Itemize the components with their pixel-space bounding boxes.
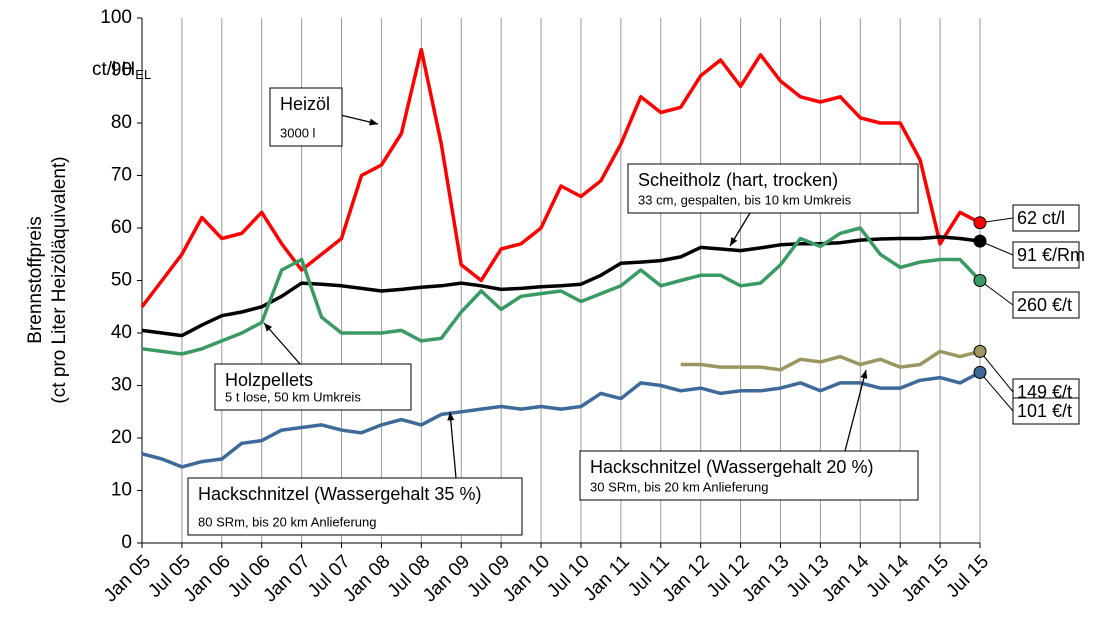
- y-tick-label: 80: [111, 112, 132, 133]
- end-label-box: [1012, 291, 1080, 319]
- unit-text: ct/l H: [92, 59, 135, 80]
- series-label-box: [187, 477, 523, 536]
- y-tick-label: 30: [111, 375, 132, 396]
- arrow-head: [860, 370, 868, 379]
- y-tick-label: 10: [111, 480, 132, 501]
- y-tick-label: 100: [100, 7, 132, 28]
- end-label: 62 ct/l: [1017, 208, 1065, 228]
- y-tick-label: 70: [111, 165, 132, 186]
- arrow-head: [447, 412, 455, 421]
- end-connector: [979, 372, 1014, 412]
- end-label-box: [1012, 397, 1080, 425]
- series-name: Scheitholz (hart, trocken): [638, 170, 838, 190]
- y-axis-label: Brennstoffpreis (ct pro Liter Heizöläqui…: [25, 156, 70, 403]
- series-note: 30 SRm, bis 20 km Anlieferung: [590, 479, 768, 494]
- arrow-head: [264, 323, 273, 332]
- end-label-box: [1012, 204, 1080, 232]
- arrow-head: [369, 118, 378, 126]
- series-label-box: [269, 87, 343, 147]
- end-marker: [973, 365, 987, 379]
- end-marker: [973, 216, 987, 230]
- series-line: [141, 226, 982, 356]
- series-name: Hackschnitzel (Wassergehalt 20 %): [590, 457, 873, 477]
- end-connector: [979, 280, 1014, 306]
- series-label-box: [627, 163, 919, 214]
- series-name: Heizöl: [280, 94, 330, 114]
- end-label: 260 €/t: [1017, 295, 1072, 315]
- y-tick-label: 0: [121, 532, 132, 553]
- series-line: [140, 47, 981, 308]
- end-label-box: [1012, 241, 1080, 269]
- arrow-head: [730, 237, 738, 246]
- end-label: 101 €/t: [1017, 401, 1072, 421]
- series-line: [141, 370, 981, 469]
- end-marker: [973, 344, 987, 358]
- end-marker: [973, 274, 987, 287]
- end-connector: [979, 351, 1014, 393]
- y-tick-label: 60: [111, 217, 132, 238]
- end-label: 91 €/Rm: [1017, 245, 1085, 265]
- series-note: 5 t lose, 50 km Umkreis: [225, 389, 361, 404]
- series-note: 33 cm, gespalten, bis 10 km Umkreis: [638, 192, 852, 207]
- series-note: 3000 l: [280, 125, 316, 140]
- series-line: [680, 349, 981, 372]
- series-name: Holzpellets: [225, 370, 313, 390]
- y-tick-label: 90: [111, 60, 132, 81]
- y-tick-label: 20: [111, 427, 132, 448]
- pointer-arrow: [263, 322, 301, 365]
- series-line: [141, 235, 981, 338]
- series-label-box: [214, 363, 412, 411]
- pointer-arrow: [449, 411, 457, 479]
- y-tick-label: 50: [111, 270, 132, 291]
- y-label-line: Brennstoffpreis: [25, 216, 46, 343]
- series-name: Hackschnitzel (Wassergehalt 35 %): [198, 484, 481, 504]
- y-label-line: (ct pro Liter Heizöläquivalent): [49, 156, 70, 403]
- end-marker: [973, 234, 987, 248]
- y-tick-label: 40: [111, 322, 132, 343]
- unit-sub: EL: [135, 67, 151, 82]
- unit-label: ct/l HEL: [92, 59, 151, 82]
- series-note: 80 SRm, bis 20 km Anlieferung: [198, 514, 376, 529]
- pointer-arrow: [844, 369, 867, 452]
- end-label: 149 €/t: [1017, 382, 1072, 402]
- series-label-box: [579, 450, 919, 501]
